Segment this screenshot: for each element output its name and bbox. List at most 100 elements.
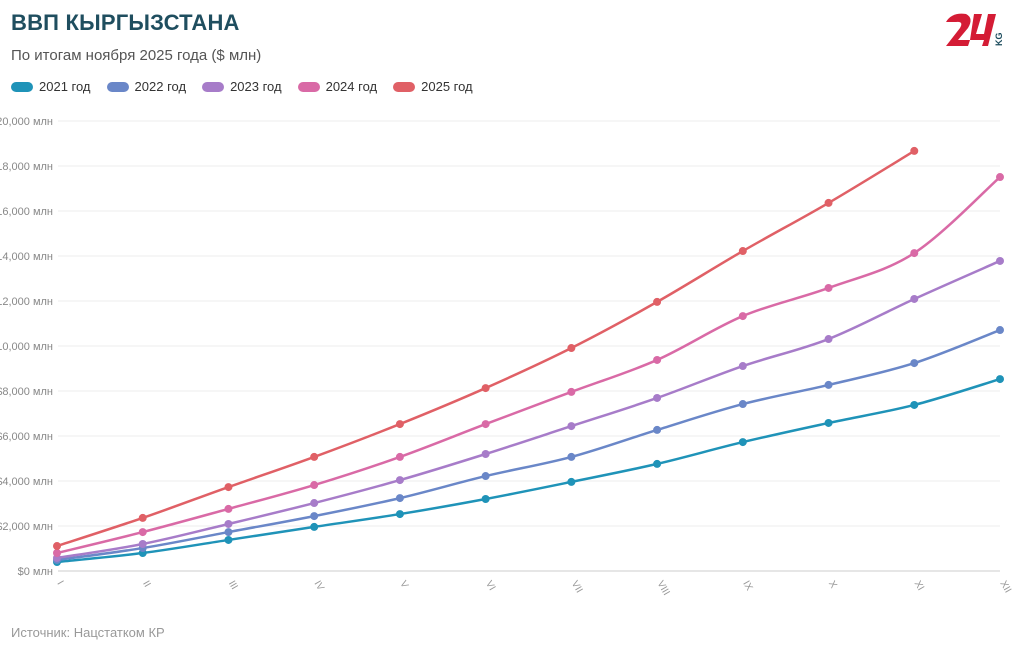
legend-item[interactable]: 2022 год bbox=[106, 79, 187, 94]
data-point[interactable] bbox=[138, 540, 147, 548]
data-point[interactable] bbox=[138, 528, 147, 537]
data-point[interactable] bbox=[53, 549, 61, 557]
y-tick-label: $4,000 млн bbox=[0, 476, 53, 488]
data-point[interactable] bbox=[310, 499, 319, 508]
data-point[interactable] bbox=[653, 297, 662, 306]
series-line bbox=[56, 328, 1001, 562]
x-tick-label: II bbox=[140, 579, 152, 589]
legend-item[interactable]: 2025 год bbox=[393, 79, 473, 94]
data-point[interactable] bbox=[224, 504, 233, 513]
chart-subtitle: По итогам ноября 2025 года ($ млн) bbox=[11, 47, 262, 64]
data-point[interactable] bbox=[996, 173, 1004, 182]
x-tick-label: IX bbox=[740, 579, 754, 593]
x-tick-label: XI bbox=[912, 579, 926, 593]
legend-swatch bbox=[202, 81, 225, 92]
series-line bbox=[56, 149, 915, 548]
series-line bbox=[56, 176, 1001, 555]
data-point[interactable] bbox=[996, 256, 1004, 265]
data-point[interactable] bbox=[738, 362, 747, 371]
data-point[interactable] bbox=[224, 483, 233, 492]
y-tick-label: $8,000 млн bbox=[0, 386, 53, 398]
data-point[interactable] bbox=[738, 247, 747, 256]
data-point[interactable] bbox=[567, 422, 576, 431]
data-point[interactable] bbox=[395, 420, 404, 429]
data-point[interactable] bbox=[824, 198, 833, 207]
y-tick-label: $10,000 млн bbox=[0, 341, 53, 353]
data-point[interactable] bbox=[567, 387, 576, 396]
data-point[interactable] bbox=[910, 294, 919, 303]
data-point[interactable] bbox=[224, 528, 233, 537]
legend-item[interactable]: 2023 год bbox=[202, 79, 282, 94]
data-point[interactable] bbox=[910, 400, 919, 409]
data-point[interactable] bbox=[738, 438, 747, 447]
legend: 2021 год 2022 год 2023 год 2024 год 2025 год bbox=[11, 79, 473, 94]
data-point[interactable] bbox=[481, 450, 490, 458]
y-tick-label: $2,000 млн bbox=[0, 521, 53, 533]
data-point[interactable] bbox=[567, 344, 576, 353]
data-point[interactable] bbox=[824, 380, 833, 389]
legend-swatch bbox=[11, 81, 33, 92]
data-point[interactable] bbox=[481, 420, 490, 429]
data-point[interactable] bbox=[653, 459, 662, 468]
legend-swatch bbox=[297, 81, 320, 92]
x-tick-label: III bbox=[226, 579, 240, 592]
y-tick-label: $0 млн bbox=[18, 566, 53, 578]
legend-item[interactable]: 2024 год bbox=[297, 79, 378, 94]
data-point[interactable] bbox=[567, 452, 576, 461]
data-point[interactable] bbox=[653, 355, 662, 364]
data-point[interactable] bbox=[310, 512, 319, 521]
legend-label: 2024 год bbox=[325, 79, 378, 94]
x-tick-label: IV bbox=[312, 579, 326, 593]
data-point[interactable] bbox=[481, 495, 490, 503]
source-note: Источник: Нацстатком КР bbox=[11, 625, 165, 640]
x-tick-label: VI bbox=[483, 579, 497, 593]
chart-title: ВВП КЫРГЫЗСТАНА bbox=[11, 10, 240, 35]
data-point[interactable] bbox=[738, 312, 747, 321]
data-point[interactable] bbox=[824, 283, 833, 292]
legend-label: 2021 год bbox=[39, 79, 91, 94]
x-tick-label: X bbox=[826, 579, 839, 591]
legend-label: 2022 год bbox=[134, 79, 187, 94]
data-point[interactable] bbox=[138, 513, 147, 522]
data-point[interactable] bbox=[395, 476, 404, 485]
data-point[interactable] bbox=[395, 494, 404, 503]
data-point[interactable] bbox=[310, 481, 319, 490]
data-point[interactable] bbox=[395, 510, 404, 519]
logo-24kg: KG bbox=[944, 12, 1006, 53]
legend-label: 2023 год bbox=[230, 79, 282, 94]
series-line bbox=[56, 259, 1001, 560]
y-tick-label: $14,000 млн bbox=[0, 251, 53, 263]
data-point[interactable] bbox=[395, 452, 404, 461]
x-tick-label: VII bbox=[569, 579, 585, 595]
data-point[interactable] bbox=[53, 542, 61, 551]
data-point[interactable] bbox=[224, 535, 233, 544]
x-tick-label: VIII bbox=[654, 579, 671, 598]
data-point[interactable] bbox=[310, 452, 319, 461]
data-point[interactable] bbox=[996, 375, 1004, 384]
legend-item[interactable]: 2021 год bbox=[11, 79, 91, 94]
legend-label: 2025 год bbox=[421, 79, 473, 94]
data-point[interactable] bbox=[653, 425, 662, 434]
data-point[interactable] bbox=[996, 326, 1004, 335]
x-tick-label: V bbox=[397, 579, 410, 591]
data-point[interactable] bbox=[653, 393, 662, 402]
data-point[interactable] bbox=[310, 522, 319, 531]
y-tick-label: $18,000 млн bbox=[0, 161, 53, 173]
y-tick-label: $16,000 млн bbox=[0, 206, 53, 218]
y-tick-label: $12,000 млн bbox=[0, 296, 53, 308]
data-point[interactable] bbox=[824, 335, 833, 344]
data-point[interactable] bbox=[224, 519, 233, 528]
data-point[interactable] bbox=[481, 472, 490, 481]
data-point[interactable] bbox=[738, 400, 747, 409]
data-point[interactable] bbox=[910, 249, 919, 258]
series-line bbox=[56, 377, 1001, 564]
data-point[interactable] bbox=[481, 384, 490, 393]
data-point[interactable] bbox=[910, 146, 919, 155]
svg-text:KG: KG bbox=[994, 33, 1004, 47]
data-point[interactable] bbox=[910, 359, 919, 368]
data-point[interactable] bbox=[824, 418, 833, 427]
data-point[interactable] bbox=[567, 477, 576, 486]
x-tick-label: I bbox=[54, 579, 65, 587]
legend-swatch bbox=[393, 81, 416, 92]
